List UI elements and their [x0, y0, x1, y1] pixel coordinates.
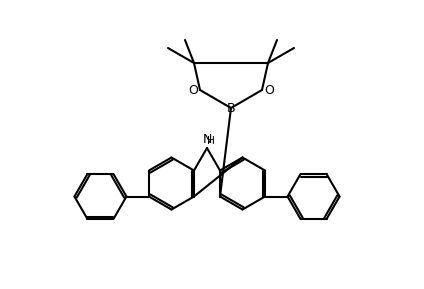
Text: N: N: [202, 133, 212, 146]
Text: O: O: [188, 84, 198, 97]
Text: H: H: [207, 136, 215, 146]
Text: B: B: [227, 101, 235, 114]
Text: O: O: [264, 84, 274, 97]
